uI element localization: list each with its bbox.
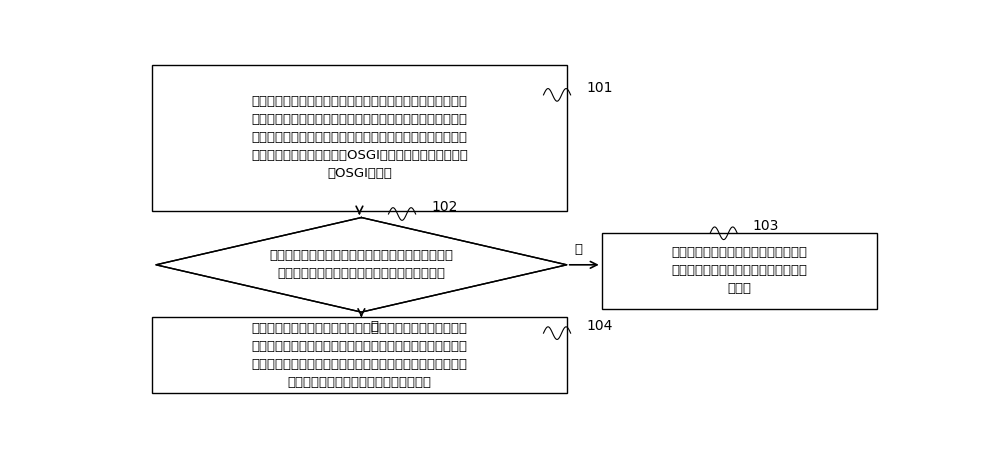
Text: 根据所述应用程序组件访问数据库的信息，在所述共享数据库
连接池组件中建立所述应用程序组件访问数据库的信息对应的
数据库连接池，并将所述应用程序组件访问数据库的信: 根据所述应用程序组件访问数据库的信息，在所述共享数据库 连接池组件中建立所述应用… xyxy=(251,322,467,389)
Text: 102: 102 xyxy=(431,200,458,214)
Text: 将所述应用程序组件访问数据库的信息
对应的数据库连接池分配给所述应用程
序组件: 将所述应用程序组件访问数据库的信息 对应的数据库连接池分配给所述应用程 序组件 xyxy=(671,247,807,295)
Text: 接收应用程序组件发送的从共享数据库连接池组件中申请数据
库连接池的请求，所述申请数据库连接池的请求中携带所述应
用程序组件访问数据库的信息，所述应用程序组件以及: 接收应用程序组件发送的从共享数据库连接池组件中申请数据 库连接池的请求，所述申请… xyxy=(251,95,468,180)
FancyBboxPatch shape xyxy=(152,65,567,211)
Text: 否: 否 xyxy=(371,319,379,333)
Text: 101: 101 xyxy=(586,81,613,95)
Text: 104: 104 xyxy=(586,319,612,333)
Text: 103: 103 xyxy=(753,219,779,233)
FancyBboxPatch shape xyxy=(602,233,877,308)
Text: 是: 是 xyxy=(574,243,582,256)
FancyBboxPatch shape xyxy=(152,318,567,393)
Polygon shape xyxy=(156,217,567,312)
Text: 判断所述共享数据库连接池组件中是否保存所述应用
程序组件访问数据库的信息对应的数据库连接池: 判断所述共享数据库连接池组件中是否保存所述应用 程序组件访问数据库的信息对应的数… xyxy=(269,249,453,280)
